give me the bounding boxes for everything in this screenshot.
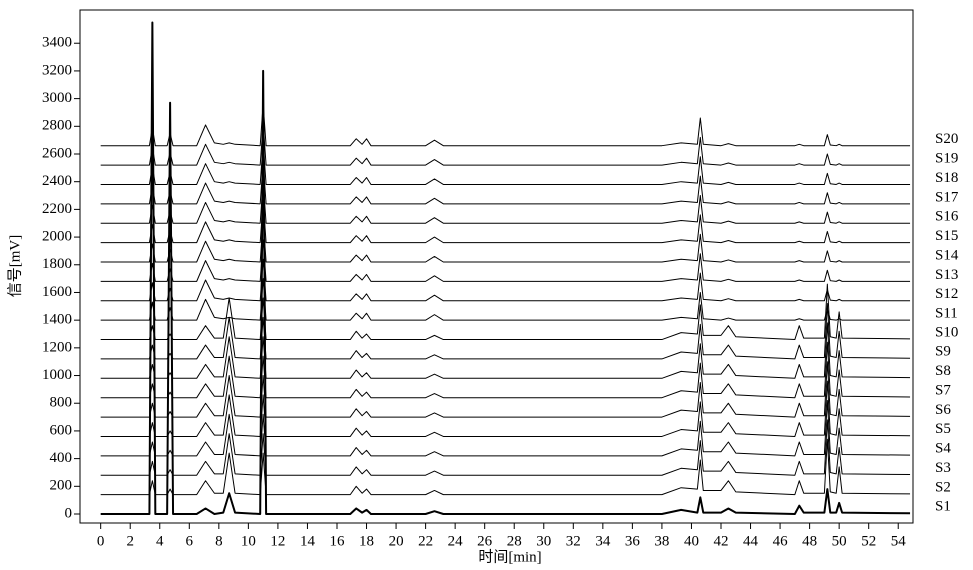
- x-tick-label: 20: [389, 533, 404, 549]
- y-tick-label: 2800: [42, 118, 72, 134]
- x-tick-label: 8: [215, 533, 223, 549]
- series-label: S9: [935, 344, 951, 360]
- series-label: S3: [935, 460, 951, 476]
- plot-frame: [79, 9, 914, 524]
- y-tick-label: 1400: [42, 312, 72, 328]
- x-tick-label: 52: [861, 533, 876, 549]
- x-tick-label: 18: [359, 533, 374, 549]
- x-tick-label: 14: [300, 533, 316, 549]
- x-tick-label: 16: [329, 533, 345, 549]
- series-label: S19: [935, 151, 958, 167]
- series-label: S18: [935, 170, 958, 186]
- series-line: [100, 103, 911, 147]
- x-tick-label: 50: [832, 533, 847, 549]
- x-tick-label: 28: [507, 533, 522, 549]
- x-tick-label: 22: [418, 533, 433, 549]
- series-label: S13: [935, 267, 958, 283]
- y-tick-label: 3200: [42, 62, 72, 78]
- series-line: [100, 322, 911, 379]
- x-tick-label: 40: [684, 533, 699, 549]
- series-label: S11: [935, 306, 958, 322]
- series-line: [100, 181, 911, 224]
- series-line: [100, 219, 911, 263]
- y-tick-label: 1600: [42, 284, 72, 300]
- y-tick-label: 2200: [42, 201, 72, 217]
- x-tick-label: 32: [566, 533, 581, 549]
- y-tick-label: 800: [50, 395, 73, 411]
- x-tick-label: 2: [126, 533, 134, 549]
- x-tick-label: 54: [891, 533, 907, 549]
- series-line: [100, 283, 911, 341]
- series-line: [100, 438, 911, 496]
- series-line: [100, 399, 911, 457]
- x-tick-label: 30: [536, 533, 551, 549]
- x-tick-label: 12: [270, 533, 285, 549]
- x-tick-label: 24: [448, 533, 464, 549]
- y-tick-label: 0: [65, 505, 73, 521]
- series-line: [100, 303, 911, 360]
- x-tick-label: 38: [654, 533, 669, 549]
- x-tick-label: 36: [625, 533, 641, 549]
- y-tick-label: 1800: [42, 256, 72, 272]
- y-tick-label: 1200: [42, 339, 72, 355]
- series-line: [100, 361, 911, 418]
- x-tick-label: 6: [186, 533, 194, 549]
- series-line: [100, 239, 911, 282]
- y-tick-label: 3400: [42, 35, 72, 51]
- series-label: S16: [935, 209, 959, 225]
- x-tick-label: 42: [713, 533, 728, 549]
- series-label: S1: [935, 499, 951, 515]
- x-tick-label: 34: [595, 533, 611, 549]
- series-line: [100, 21, 911, 515]
- y-tick-label: 2400: [42, 173, 72, 189]
- x-tick-label: 46: [773, 533, 789, 549]
- series-line: [100, 341, 911, 399]
- x-axis-label: 时间[min]: [478, 548, 541, 565]
- series-label: S7: [935, 382, 951, 398]
- y-tick-label: 2600: [42, 145, 72, 161]
- y-tick-label: 1000: [42, 367, 72, 383]
- series-line: [100, 419, 911, 476]
- x-tick-label: 44: [743, 533, 759, 549]
- y-tick-label: 2000: [42, 229, 72, 245]
- series-label: S8: [935, 363, 951, 379]
- y-tick-label: 200: [50, 478, 73, 494]
- series-label: S12: [935, 286, 958, 302]
- series-label: S17: [935, 189, 959, 205]
- series-line: [100, 161, 911, 205]
- y-tick-label: 3000: [42, 90, 72, 106]
- x-tick-label: 10: [241, 533, 256, 549]
- series-label: S5: [935, 421, 951, 437]
- series-label: S6: [935, 402, 951, 418]
- x-tick-label: 48: [802, 533, 817, 549]
- series-label: S10: [935, 324, 958, 340]
- x-tick-label: 0: [97, 533, 105, 549]
- x-tick-label: 4: [156, 533, 164, 549]
- series-line: [100, 278, 911, 321]
- series-label: S20: [935, 131, 958, 147]
- series-line: [100, 200, 911, 244]
- series-line: [100, 258, 911, 302]
- y-tick-label: 400: [50, 450, 73, 466]
- series-line: [100, 123, 911, 166]
- y-axis-label: 信号[mV]: [6, 235, 23, 298]
- y-tick-label: 600: [50, 422, 73, 438]
- series-label: S14: [935, 247, 959, 263]
- series-line: [100, 380, 911, 437]
- x-tick-label: 26: [477, 533, 493, 549]
- series-label: S2: [935, 479, 951, 495]
- series-label: S15: [935, 228, 958, 244]
- series-label: S4: [935, 441, 951, 457]
- series-line: [100, 142, 911, 185]
